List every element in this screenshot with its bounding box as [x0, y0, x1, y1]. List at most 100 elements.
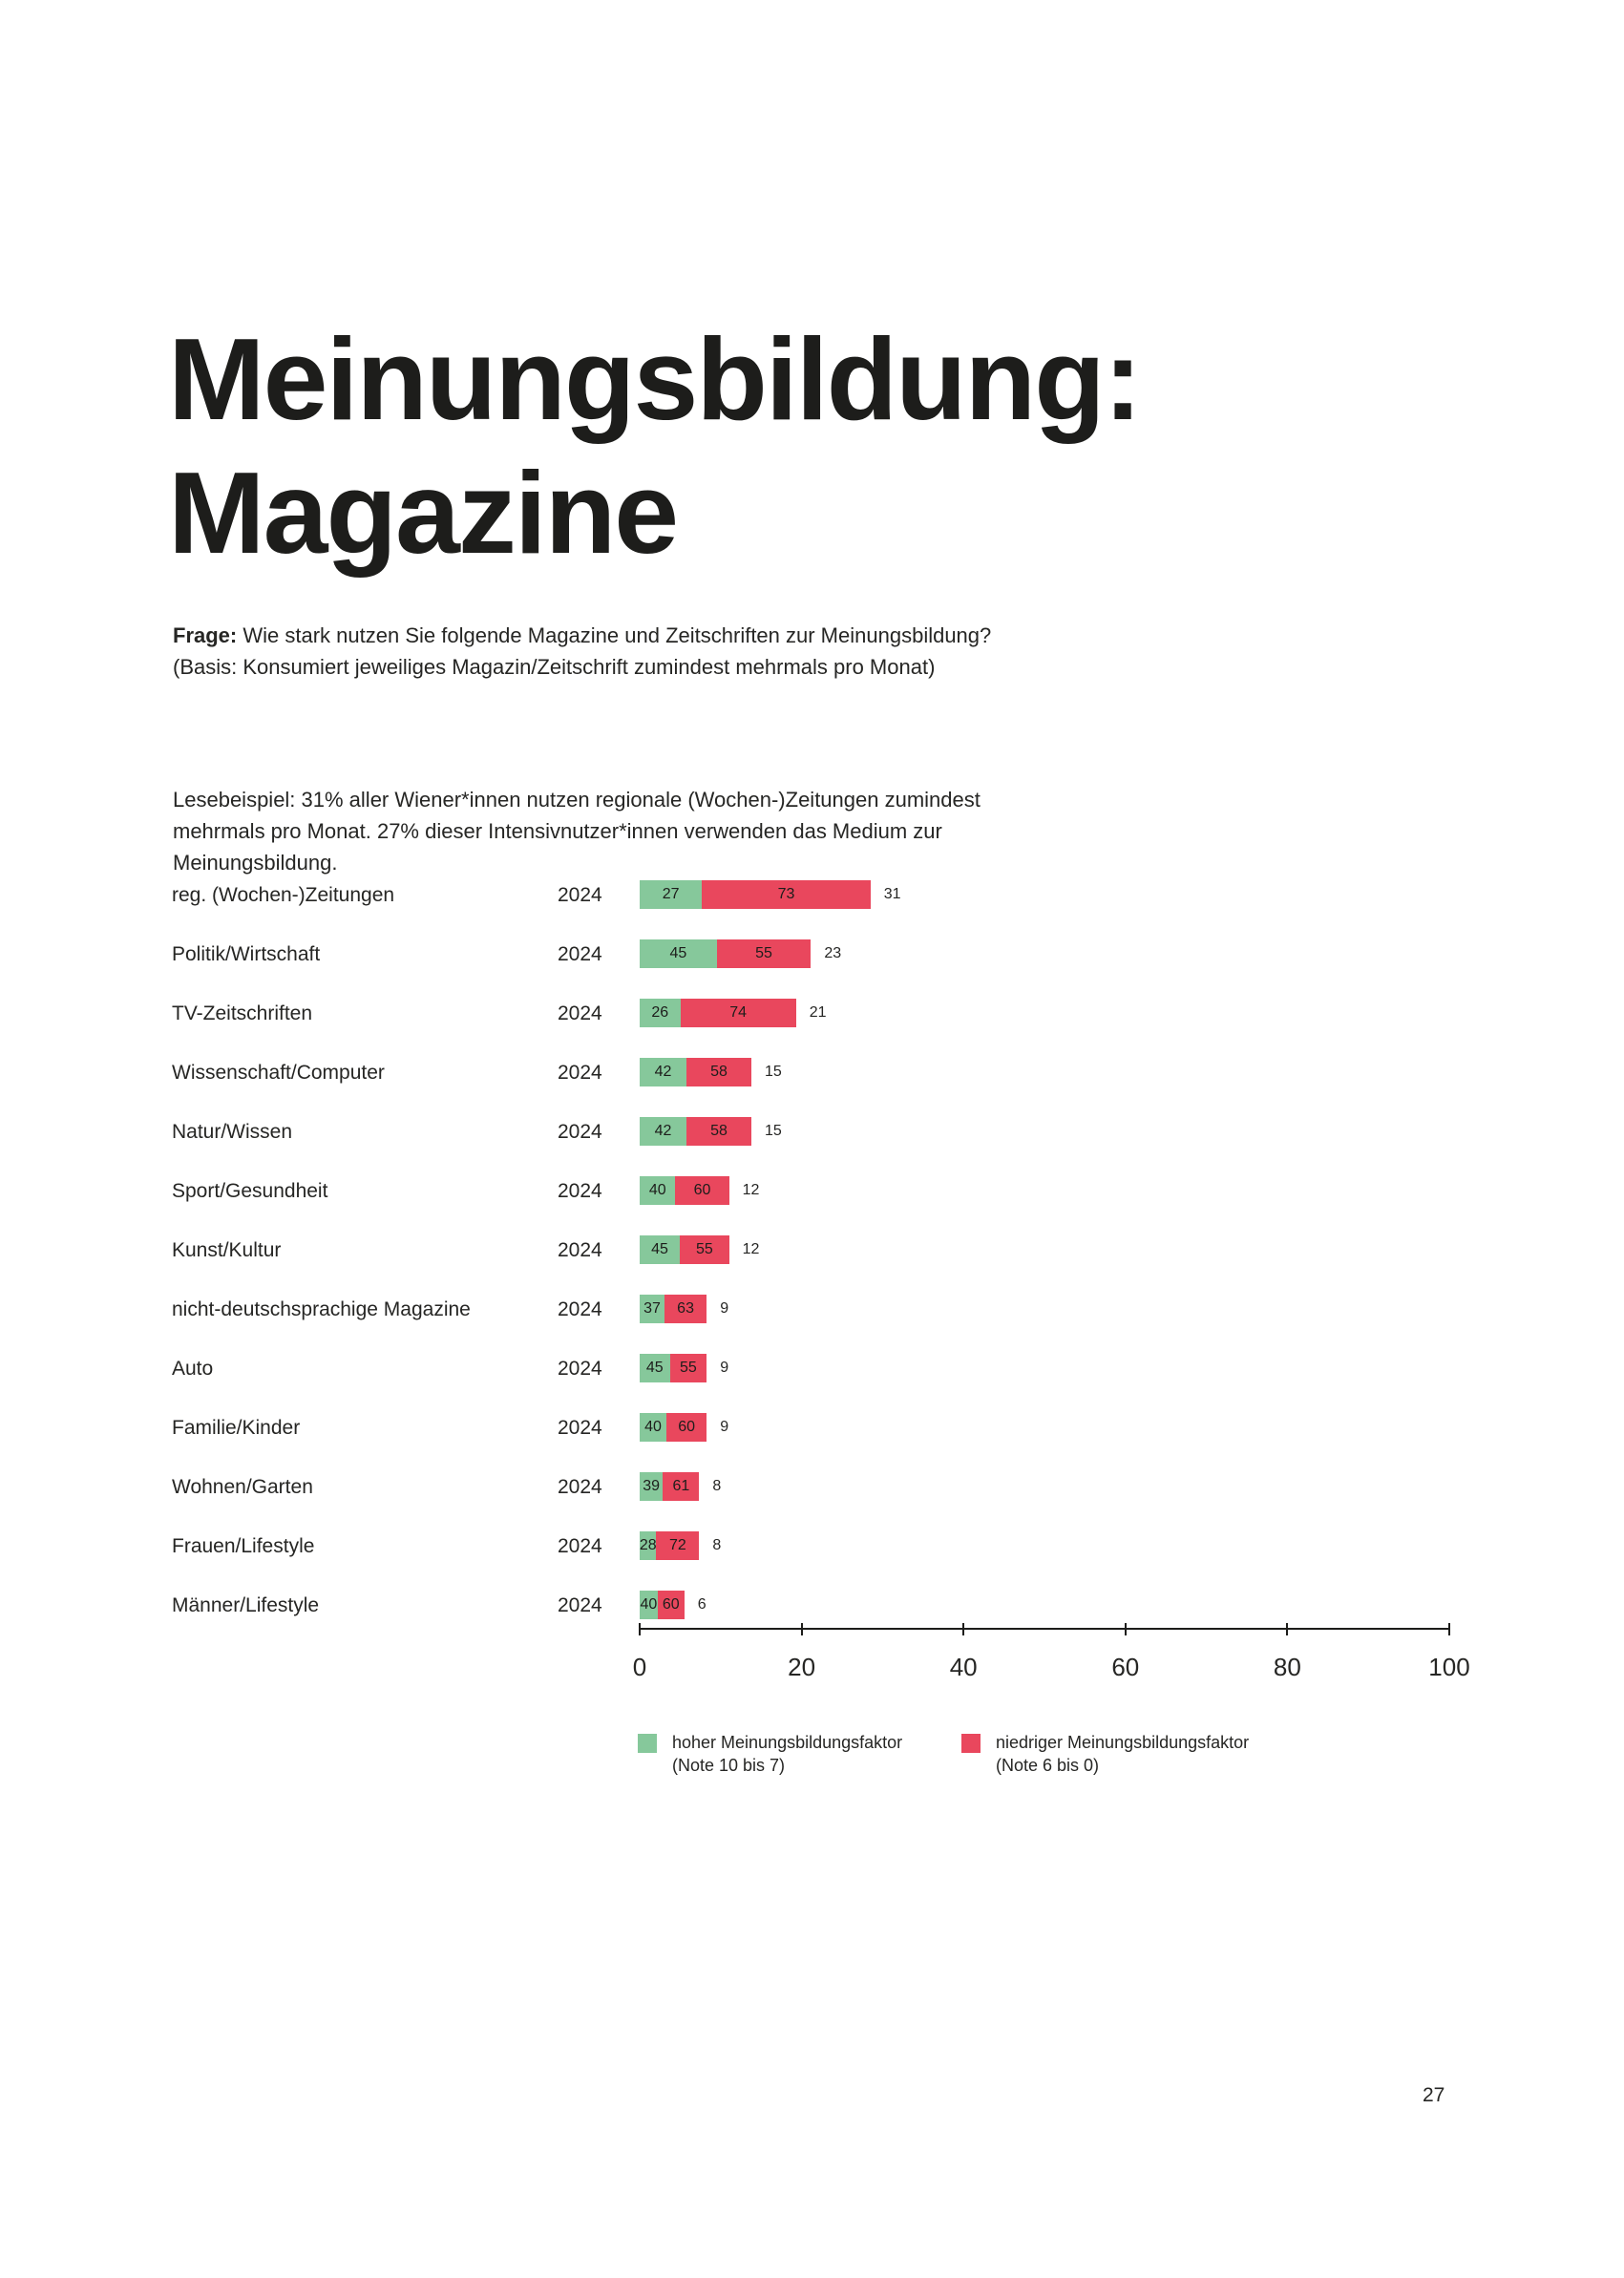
legend-swatch-low-icon — [961, 1734, 981, 1753]
bar-total-label: 9 — [720, 1300, 729, 1317]
category-label: Politik/Wirtschaft — [172, 943, 321, 965]
bar-total-label: 31 — [883, 886, 901, 902]
category-label: Wohnen/Garten — [172, 1476, 313, 1498]
year-label: 2024 — [558, 1180, 602, 1202]
stacked-bar: 40 60 9 — [640, 1413, 728, 1442]
x-axis-tick-label: 100 — [1428, 1653, 1470, 1681]
chart-row: reg. (Wochen-)Zeitungen 2024 27 73 31 — [0, 880, 1624, 909]
bar-total-label: 8 — [712, 1478, 722, 1494]
stacked-bar: 42 58 15 — [640, 1117, 782, 1146]
question-paragraph: Frage: Wie stark nutzen Sie folgende Mag… — [173, 620, 1223, 683]
x-axis-tick — [1124, 1623, 1127, 1635]
stacked-bar: 40 60 12 — [640, 1176, 759, 1205]
bar-segment-high-factor: 40 — [640, 1176, 676, 1205]
bar-total-label: 9 — [720, 1360, 729, 1376]
x-axis-tick — [639, 1623, 641, 1635]
stacked-bar: 40 60 6 — [640, 1591, 707, 1619]
bar-segment-low-factor: 55 — [669, 1354, 707, 1382]
x-axis-tick — [1448, 1623, 1450, 1635]
stacked-bar: 39 61 8 — [640, 1472, 721, 1501]
bar-segment-low-factor: 63 — [664, 1295, 707, 1323]
category-label: Männer/Lifestyle — [172, 1594, 320, 1616]
bar-segment-high-factor: 28 — [640, 1531, 657, 1560]
bar-segment-high-factor: 45 — [640, 1235, 681, 1264]
bar-total-label: 15 — [764, 1123, 782, 1139]
bar-total-label: 21 — [809, 1004, 827, 1021]
page-title: Meinungsbildung: Magazine — [168, 314, 1142, 578]
bar-total-label: 23 — [824, 945, 842, 961]
bar-segment-low-factor: 55 — [716, 939, 812, 968]
x-axis-tick-label: 40 — [949, 1653, 978, 1681]
stacked-bar: 45 55 23 — [640, 939, 841, 968]
category-label: Natur/Wissen — [172, 1121, 293, 1143]
x-axis-line — [640, 1628, 1449, 1630]
bar-segment-high-factor: 40 — [640, 1413, 667, 1442]
category-label: reg. (Wochen-)Zeitungen — [172, 884, 395, 906]
bar-total-label: 6 — [697, 1596, 707, 1613]
bar-segment-high-factor: 42 — [640, 1117, 687, 1146]
x-axis-tick — [962, 1623, 965, 1635]
category-label: Kunst/Kultur — [172, 1239, 282, 1261]
stacked-bar: 27 73 31 — [640, 880, 901, 909]
year-label: 2024 — [558, 1476, 602, 1498]
bar-total-label: 8 — [712, 1537, 722, 1553]
bar-segment-high-factor: 42 — [640, 1058, 687, 1086]
legend-item: hoher Meinungsbildungsfaktor (Note 10 bi… — [638, 1731, 902, 1777]
legend-label: hoher Meinungsbildungsfaktor (Note 10 bi… — [672, 1733, 903, 1775]
year-label: 2024 — [558, 1594, 602, 1616]
stacked-bar: 37 63 9 — [640, 1295, 728, 1323]
bar-segment-high-factor: 40 — [640, 1591, 658, 1619]
chart-row: Auto 2024 45 55 9 — [0, 1354, 1624, 1382]
chart-row: Familie/Kinder 2024 40 60 9 — [0, 1413, 1624, 1442]
bar-segment-low-factor: 60 — [675, 1176, 729, 1205]
bar-segment-low-factor: 73 — [702, 880, 871, 909]
year-label: 2024 — [558, 1121, 602, 1143]
x-axis-tick-label: 0 — [632, 1653, 647, 1681]
stacked-bar: 42 58 15 — [640, 1058, 782, 1086]
chart-row: Wissenschaft/Computer 2024 42 58 15 — [0, 1058, 1624, 1086]
bar-segment-low-factor: 55 — [680, 1235, 729, 1264]
category-label: TV-Zeitschriften — [172, 1002, 313, 1024]
bar-total-label: 12 — [742, 1241, 760, 1257]
chart-row: Wohnen/Garten 2024 39 61 8 — [0, 1472, 1624, 1501]
stacked-bar: 45 55 9 — [640, 1354, 728, 1382]
category-label: Frauen/Lifestyle — [172, 1535, 315, 1557]
category-label: Sport/Gesundheit — [172, 1180, 328, 1202]
bar-segment-low-factor: 60 — [666, 1413, 707, 1442]
chart-row: Sport/Gesundheit 2024 40 60 12 — [0, 1176, 1624, 1205]
bar-segment-low-factor: 58 — [686, 1117, 751, 1146]
chart-row: Politik/Wirtschaft 2024 45 55 23 — [0, 939, 1624, 968]
stacked-bar: 26 74 21 — [640, 999, 827, 1027]
bar-segment-high-factor: 39 — [640, 1472, 664, 1501]
chart-row: Natur/Wissen 2024 42 58 15 — [0, 1117, 1624, 1146]
bar-segment-high-factor: 27 — [640, 880, 703, 909]
x-axis-tick — [1286, 1623, 1289, 1635]
chart-row: Kunst/Kultur 2024 45 55 12 — [0, 1235, 1624, 1264]
legend-label: niedriger Meinungsbildungsfaktor (Note 6… — [996, 1733, 1250, 1775]
year-label: 2024 — [558, 1417, 602, 1439]
x-axis-tick-label: 60 — [1111, 1653, 1140, 1681]
category-label: Auto — [172, 1358, 214, 1380]
year-label: 2024 — [558, 1239, 602, 1261]
bar-segment-low-factor: 58 — [686, 1058, 751, 1086]
category-label: Familie/Kinder — [172, 1417, 301, 1439]
year-label: 2024 — [558, 1298, 602, 1320]
question-label: Frage: — [173, 623, 238, 647]
x-axis-tick — [800, 1623, 803, 1635]
chart-row: Frauen/Lifestyle 2024 28 72 8 — [0, 1531, 1624, 1560]
chart-row: nicht-deutschsprachige Magazine 2024 37 63 9 — [0, 1295, 1624, 1323]
reading-example-paragraph: Lesebeispiel: 31% aller Wiener*innen nut… — [173, 788, 981, 875]
bar-total-label: 9 — [720, 1419, 729, 1435]
bar-segment-high-factor: 37 — [640, 1295, 664, 1323]
stacked-bar: 28 72 8 — [640, 1531, 721, 1560]
year-label: 2024 — [558, 1062, 602, 1084]
bar-segment-high-factor: 26 — [640, 999, 681, 1027]
legend-swatch-high-icon — [638, 1734, 657, 1753]
category-label: nicht-deutschsprachige Magazine — [172, 1298, 471, 1320]
chart-row: Männer/Lifestyle 2024 40 60 6 — [0, 1591, 1624, 1619]
year-label: 2024 — [558, 1358, 602, 1380]
x-axis-tick-label: 80 — [1273, 1653, 1301, 1681]
bar-total-label: 15 — [764, 1064, 782, 1080]
